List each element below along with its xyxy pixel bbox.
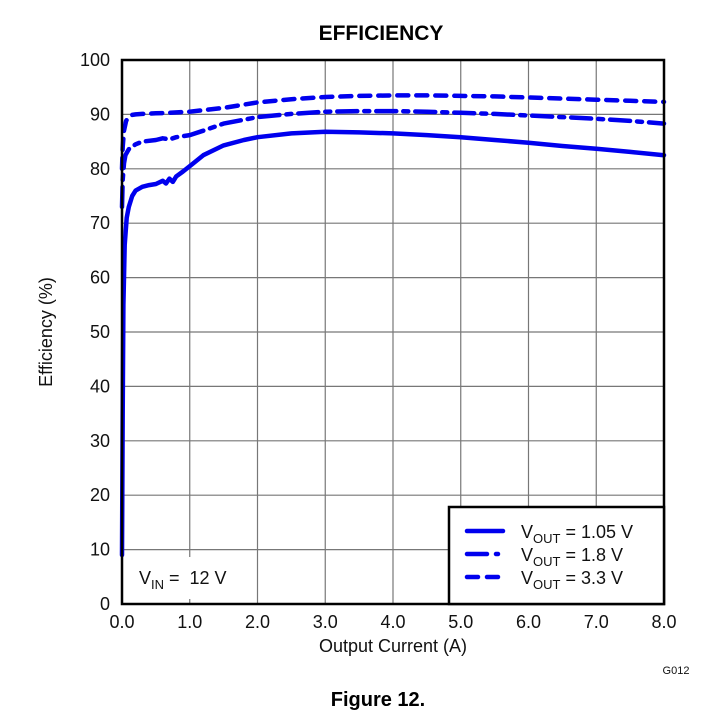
x-tick-label: 6.0 [516,612,541,632]
x-axis-label: Output Current (A) [319,636,467,656]
vin-label-main: V [139,568,151,588]
chart-title: EFFICIENCY [319,22,444,45]
legend-label-1: VOUT = 1.8 V [521,545,623,569]
x-tick-label: 4.0 [380,612,405,632]
legend-label-2: VOUT = 3.3 V [521,568,623,592]
y-tick-labels: 0 10 20 30 40 50 60 70 80 90 100 [80,50,110,614]
plot-frame [120,58,666,606]
x-tick-label: 0.0 [109,612,134,632]
x-tick-label: 3.0 [313,612,338,632]
y-axis-label: Efficiency (%) [36,277,56,387]
y-tick-label: 10 [90,540,110,560]
series-lines [119,93,667,558]
y-tick-label: 50 [90,322,110,342]
y-tick-label: 80 [90,159,110,179]
y-tick-label: 20 [90,485,110,505]
vin-annotation: VIN = 12 V [128,557,253,599]
y-tick-label: 40 [90,376,110,396]
legend-label-0: VOUT = 1.05 V [521,522,633,546]
x-tick-label: 5.0 [448,612,473,632]
series-line-1 [119,108,667,210]
series-line-2 [119,93,667,172]
figure-code: G012 [663,665,690,677]
vin-label-sub: IN [151,577,164,592]
grid [122,60,664,604]
x-tick-label: 8.0 [651,612,676,632]
y-tick-label: 30 [90,431,110,451]
series-line-0 [119,129,667,558]
x-tick-label: 2.0 [245,612,270,632]
x-tick-label: 7.0 [584,612,609,632]
svg-text:VIN = 12 V: VIN = 12 V [139,568,227,592]
x-tick-label: 1.0 [177,612,202,632]
y-tick-label: 100 [80,50,110,70]
legend-box [447,505,666,606]
vin-label-rest: = 12 V [164,568,227,588]
x-tick-labels: 0.0 1.0 2.0 3.0 4.0 5.0 6.0 7.0 8.0 [109,612,676,632]
y-tick-label: 90 [90,104,110,124]
y-tick-label: 0 [100,594,110,614]
y-tick-label: 60 [90,268,110,288]
figure-caption: Figure 12. [331,689,425,711]
y-tick-label: 70 [90,213,110,233]
